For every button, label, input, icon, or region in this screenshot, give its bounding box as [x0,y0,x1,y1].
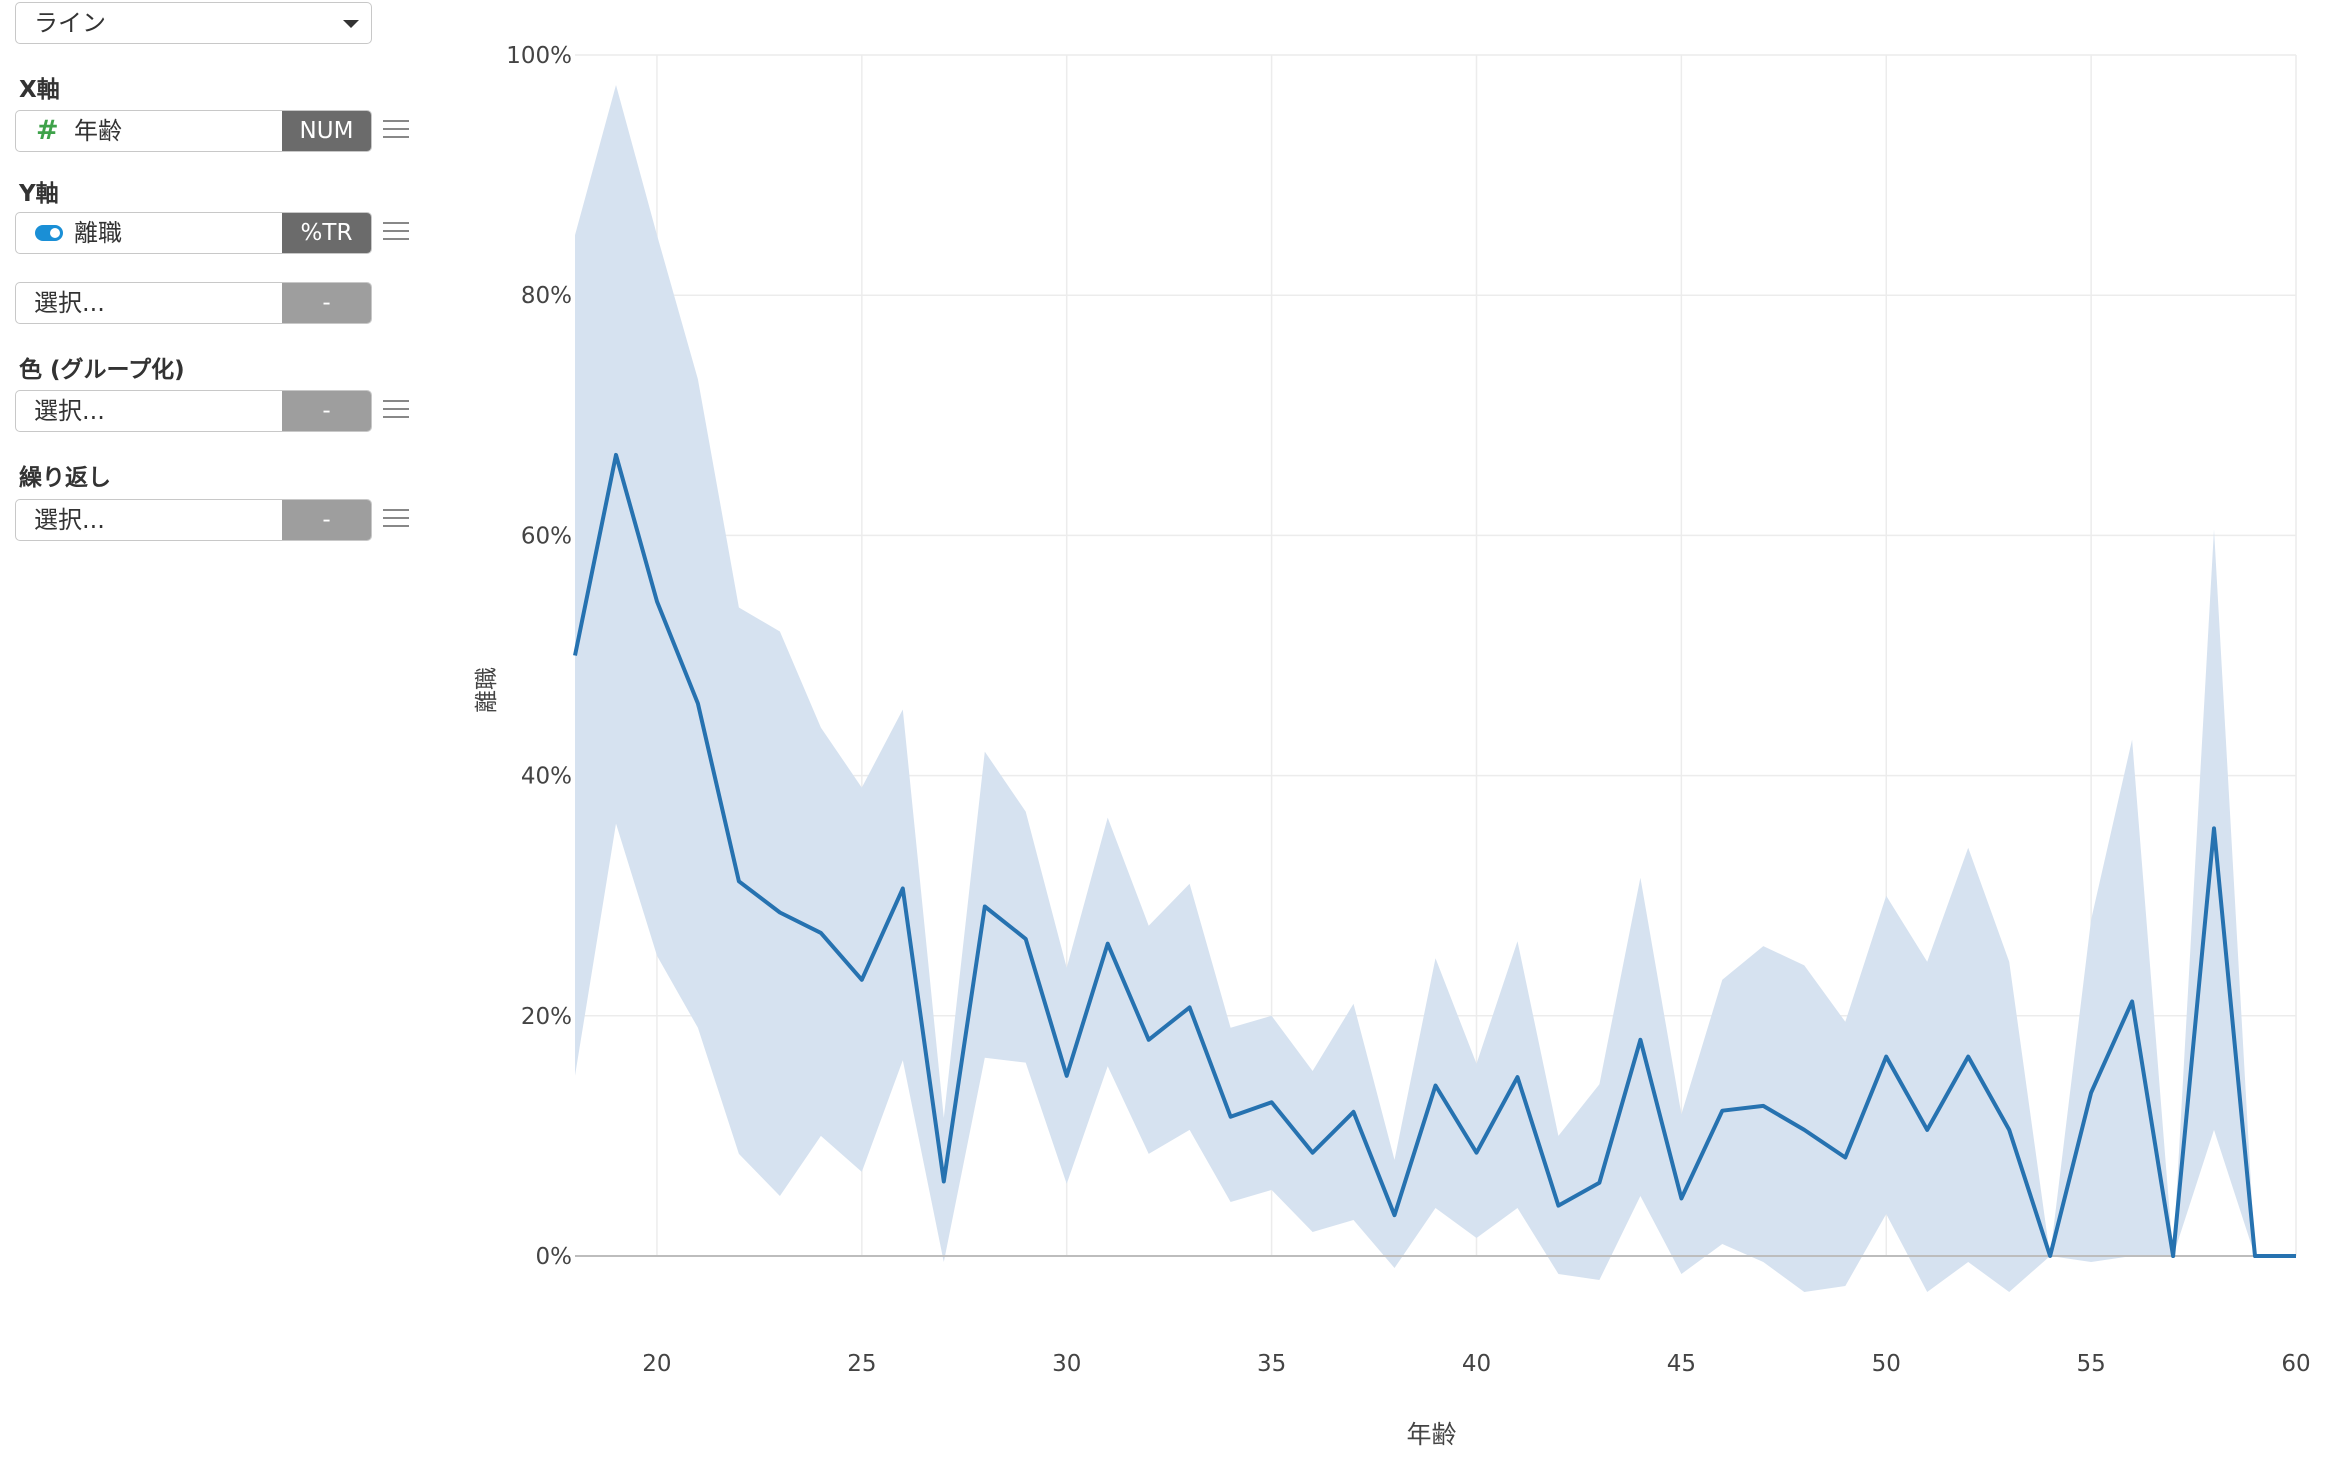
extra-field-tag[interactable]: - [282,283,371,323]
x-tick-label: 50 [1872,1351,1901,1377]
y-axis-label: Y軸 [19,181,59,207]
y-axis-field-select[interactable]: 離職 %TR [15,212,372,254]
y-axis-field-name: 離職 [74,219,122,247]
y-tick-label: 60% [521,523,572,549]
chart-settings-panel: ライン X軸 # 年齢 NUM Y軸 離職 %TR 選択... - 色 (グルー… [0,0,470,1457]
x-tick-label: 60 [2281,1351,2310,1377]
y-axis-type-tag[interactable]: %TR [282,213,371,253]
line-chart: 0% 20% 40% 60% 80% 100% 20 25 30 35 40 45 50 55 60 年齢 離職 [474,43,2311,1449]
x-tick-label: 45 [1667,1351,1696,1377]
chart-type-select[interactable]: ライン [15,2,372,44]
repeat-label: 繰り返し [19,465,111,491]
x-axis-menu-icon[interactable] [383,120,409,144]
x-tick-label: 30 [1052,1351,1081,1377]
x-tick-label: 20 [642,1351,671,1377]
x-axis-label: X軸 [19,77,60,103]
chevron-down-icon[interactable] [343,20,359,28]
x-axis-type-tag[interactable]: NUM [282,111,371,151]
x-tick-label: 55 [2076,1351,2105,1377]
hash-icon: # [36,115,59,146]
chart-type-value: ライン [34,9,106,37]
x-axis-field-name: 年齢 [74,117,122,145]
y-tick-label: 100% [506,43,572,69]
repeat-menu-icon[interactable] [383,509,409,533]
confidence-band [575,85,2296,1292]
color-menu-icon[interactable] [383,400,409,424]
x-tick-label: 35 [1257,1351,1286,1377]
y-tick-label: 0% [536,1244,573,1270]
extra-field-placeholder: 選択... [34,289,105,317]
repeat-field-select[interactable]: 選択... - [15,499,372,541]
color-field-placeholder: 選択... [34,397,105,425]
color-field-tag[interactable]: - [282,391,371,431]
series-line [573,452,2296,1258]
y-tick-label: 40% [521,764,572,790]
toggle-icon [35,225,63,241]
y-axis-title: 離職 [474,667,500,713]
x-tick-label: 40 [1462,1351,1491,1377]
x-tick-label: 25 [847,1351,876,1377]
color-group-label: 色 (グループ化) [19,357,185,383]
x-axis-field-select[interactable]: # 年齢 NUM [15,110,372,152]
repeat-field-tag[interactable]: - [282,500,371,540]
y-tick-label: 80% [521,283,572,309]
x-axis-title: 年齢 [1406,1420,1456,1449]
repeat-field-placeholder: 選択... [34,506,105,534]
extra-field-select[interactable]: 選択... - [15,282,372,324]
color-field-select[interactable]: 選択... - [15,390,372,432]
y-axis-menu-icon[interactable] [383,222,409,246]
y-tick-label: 20% [521,1004,572,1030]
